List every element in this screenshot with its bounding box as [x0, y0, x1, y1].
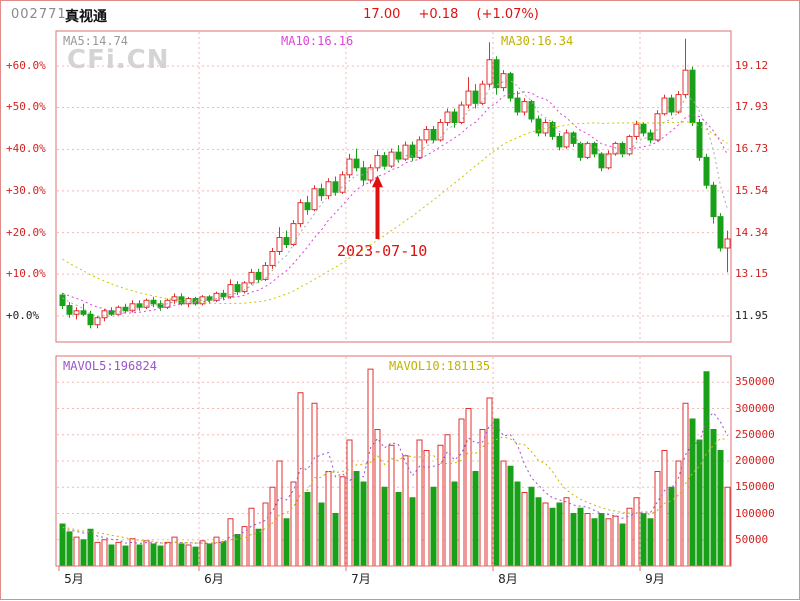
price-quote: 17.00 +0.18 (+1.07%) [301, 7, 601, 22]
mavol5-label: MAVOL5:196824 [63, 359, 157, 373]
stock-code: 002771 [11, 7, 67, 22]
price-change: +0.18 [418, 7, 459, 22]
price-change-percent: (+1.07%) [476, 7, 539, 22]
ma5-label: MA5:14.74 [63, 34, 129, 48]
last-price: 17.00 [363, 7, 401, 22]
mavol10-label: MAVOL10:181135 [389, 359, 491, 373]
stock-name: 真视通 [65, 9, 107, 25]
ma30-label: MA30:16.34 [501, 34, 574, 48]
annotation-date-label: 2023-07-10 [337, 242, 428, 260]
ma10-label: MA10:16.16 [281, 34, 354, 48]
watermark-logo: CFi.CN [67, 45, 170, 75]
